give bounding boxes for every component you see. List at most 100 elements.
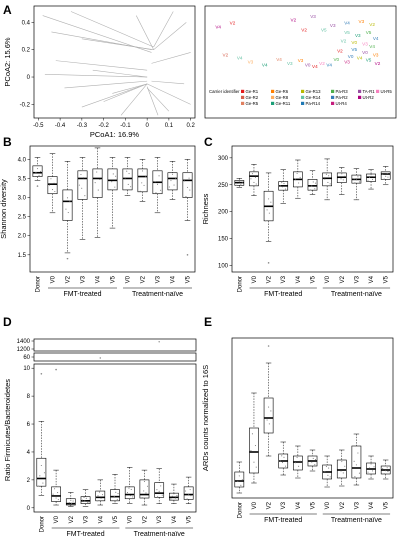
x-category-label: V2 — [340, 275, 346, 283]
x-category-label: V3 — [354, 275, 360, 283]
sample-point — [341, 173, 343, 175]
sample-point — [67, 504, 69, 506]
plot-frame — [33, 363, 197, 513]
sample-point — [309, 465, 311, 467]
legend-entry-label: Ge-R13 — [306, 89, 322, 94]
sample-point — [80, 173, 82, 176]
sample-point-label: V5 — [321, 27, 327, 32]
x-category-label: V5 — [384, 275, 390, 283]
x-category-label: V5 — [187, 515, 193, 523]
x-tick-label: -0.1 — [120, 123, 131, 129]
sample-point-label: V3 — [373, 53, 379, 58]
sample-point — [250, 449, 252, 452]
sample-point — [124, 178, 126, 180]
y-axis-label: Ratio Firmicutes/Bacteroidetes — [3, 379, 12, 481]
legend-swatch — [271, 95, 275, 99]
y-tick-label: 250 — [218, 183, 229, 189]
sample-point — [312, 457, 314, 459]
sample-point — [238, 475, 240, 477]
sample-point — [158, 175, 160, 177]
sample-point — [116, 498, 118, 500]
sample-point — [355, 464, 357, 466]
pcoa-loading-line — [147, 83, 191, 105]
sample-point — [340, 178, 342, 180]
sample-point — [312, 181, 314, 183]
sample-point-label: V2 — [319, 61, 325, 66]
pcoa-loading-line — [153, 22, 187, 50]
sample-point — [338, 181, 341, 183]
y-tick-label: 1.5 — [18, 253, 27, 259]
y-tick-label: 2.5 — [18, 215, 27, 221]
sample-point — [325, 465, 327, 468]
sample-point — [65, 208, 67, 210]
x-category-label: Donor — [237, 502, 243, 518]
sample-point — [97, 189, 99, 191]
sample-point — [71, 502, 73, 504]
legend-swatch — [241, 101, 245, 105]
sample-point — [189, 489, 191, 491]
sample-point-label: V4 — [312, 64, 318, 69]
legend-swatch — [301, 101, 305, 105]
box-iqr — [154, 482, 165, 498]
sample-point — [160, 485, 162, 487]
legend-entry-label: Pa-R3 — [336, 89, 349, 94]
x-category-label: V2 — [69, 515, 75, 523]
x-tick-label: 0.2 — [186, 123, 195, 129]
sample-point — [109, 188, 111, 191]
sample-point — [385, 470, 387, 472]
pcoa-loading-line — [103, 83, 148, 102]
outlier-point — [267, 262, 270, 264]
sample-point-label: V2 — [301, 27, 307, 32]
y-tick-label: 0.2 — [22, 48, 31, 54]
sample-point — [189, 189, 191, 191]
sample-point — [385, 175, 387, 177]
sample-point — [265, 432, 267, 434]
sample-point — [157, 496, 159, 498]
pcoa-loading-line — [64, 80, 148, 89]
sample-point-label: V2 — [223, 53, 229, 58]
legend-swatch — [301, 89, 305, 93]
sample-point — [173, 493, 175, 495]
sample-point — [130, 488, 132, 491]
legend-swatch — [271, 89, 275, 93]
sample-point — [325, 173, 327, 175]
sample-point — [294, 469, 296, 471]
sample-point — [126, 170, 128, 172]
y-tick-label: 300 — [218, 156, 229, 162]
sample-point — [241, 182, 243, 184]
x-category-label: V0 — [54, 515, 60, 523]
x-category-label: Donor — [39, 516, 45, 532]
sample-point-label: V3 — [310, 14, 316, 19]
sample-point — [158, 490, 160, 492]
legend-title: Carrier identifier — [209, 89, 240, 94]
sample-point — [117, 493, 119, 495]
group-label: FMT-treated — [264, 291, 302, 298]
sample-point — [386, 467, 388, 469]
sample-point — [143, 490, 145, 492]
sample-point — [141, 182, 143, 184]
pcoa-loading-line — [112, 83, 148, 94]
sample-point — [386, 172, 388, 175]
sample-point-label: V0 — [348, 54, 354, 59]
sample-point — [251, 173, 253, 175]
group-label: Treatment-naïve — [134, 531, 185, 538]
sample-point — [185, 196, 187, 198]
sample-point — [373, 466, 375, 468]
x-tick-label: 0.1 — [165, 123, 174, 129]
sample-point — [255, 466, 257, 468]
sample-point — [143, 184, 145, 186]
sample-point — [139, 190, 141, 192]
x-category-label: V5 — [186, 275, 192, 283]
sample-point — [96, 171, 98, 173]
sample-point — [295, 178, 297, 180]
sample-point — [340, 470, 342, 472]
x-tick-label: -0.4 — [55, 123, 66, 129]
sample-point — [48, 184, 50, 186]
sample-point — [57, 499, 59, 501]
sample-point — [188, 177, 190, 179]
sample-point — [115, 491, 117, 493]
box-iqr — [249, 427, 259, 474]
outlier-point — [36, 185, 39, 187]
sample-point — [94, 182, 96, 184]
box-iqr — [62, 189, 73, 221]
